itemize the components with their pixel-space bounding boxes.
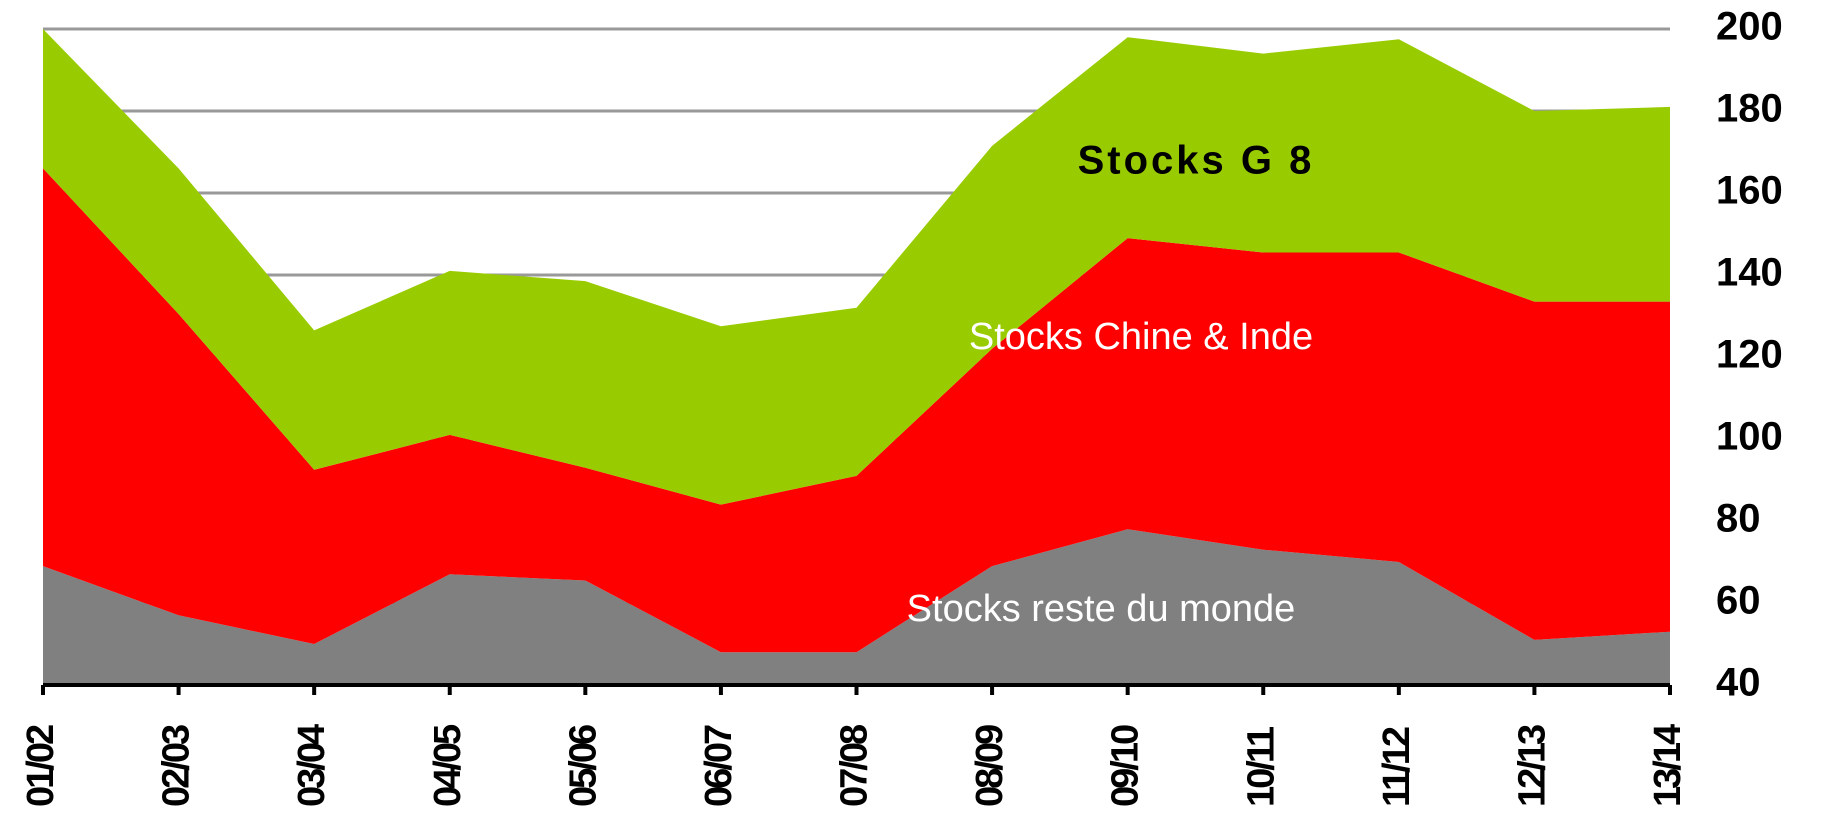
y-tick-label: 160 — [1716, 169, 1783, 213]
series-label: Stocks reste du monde — [907, 588, 1296, 630]
x-tick-label: 11/12 — [1376, 727, 1418, 807]
x-tick-label: 10/11 — [1240, 726, 1282, 807]
y-tick-label: 120 — [1716, 333, 1783, 377]
y-tick-label: 180 — [1716, 87, 1783, 131]
area — [43, 29, 1670, 505]
x-tick-label: 06/07 — [698, 725, 740, 807]
x-tick-label: 09/10 — [1105, 725, 1147, 807]
area — [43, 529, 1670, 685]
y-tick-label: 100 — [1716, 415, 1783, 459]
x-tick-label: 04/05 — [427, 724, 469, 807]
y-tick-label: 40 — [1716, 661, 1761, 705]
x-tick-label: 01/02 — [20, 725, 62, 807]
y-tick-label: 80 — [1716, 497, 1761, 541]
y-tick-label: 140 — [1716, 251, 1783, 295]
x-tick-label: 03/04 — [291, 724, 333, 807]
x-tick-label: 13/14 — [1647, 724, 1689, 807]
series-label: Stocks G 8 — [1078, 139, 1315, 183]
x-tick-label: 07/08 — [834, 725, 876, 807]
x-tick-label: 12/13 — [1511, 725, 1553, 807]
x-tick-label: 02/03 — [156, 725, 198, 807]
series-label: Stocks Chine & Inde — [969, 316, 1313, 358]
y-tick-label: 200 — [1716, 5, 1783, 49]
y-tick-label: 60 — [1716, 579, 1761, 623]
x-tick-label: 05/06 — [562, 725, 604, 807]
x-tick-label: 08/09 — [969, 725, 1011, 807]
area — [43, 168, 1670, 653]
